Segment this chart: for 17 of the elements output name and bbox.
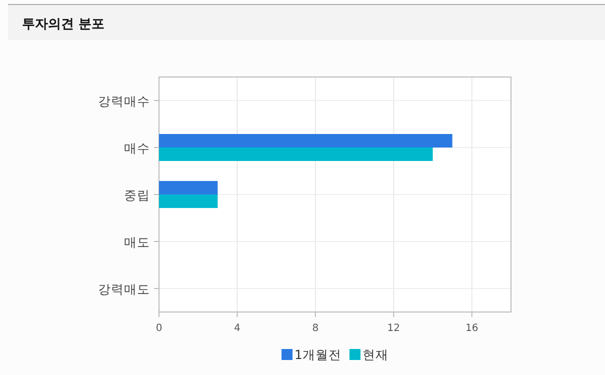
legend-label: 현재 [362, 347, 388, 362]
y-tick-label: 강력매수 [98, 94, 150, 108]
bar [159, 134, 452, 148]
x-tick-label: 4 [234, 323, 240, 334]
y-tick-label: 중립 [124, 188, 150, 202]
x-tick-label: 12 [387, 323, 400, 334]
y-tick-label: 매수 [124, 140, 150, 156]
bar [159, 194, 218, 208]
x-tick-label: 8 [312, 323, 319, 334]
x-tick-label: 16 [466, 323, 478, 334]
y-tick-label: 강력매도 [98, 282, 150, 296]
chart-title: 투자의견 분포 [22, 17, 105, 32]
y-tick-label: 매도 [124, 234, 150, 250]
x-tick-label: 0 [156, 323, 162, 334]
bar [159, 181, 218, 194]
legend-label: 1개월전 [294, 347, 342, 362]
bar [159, 148, 433, 161]
